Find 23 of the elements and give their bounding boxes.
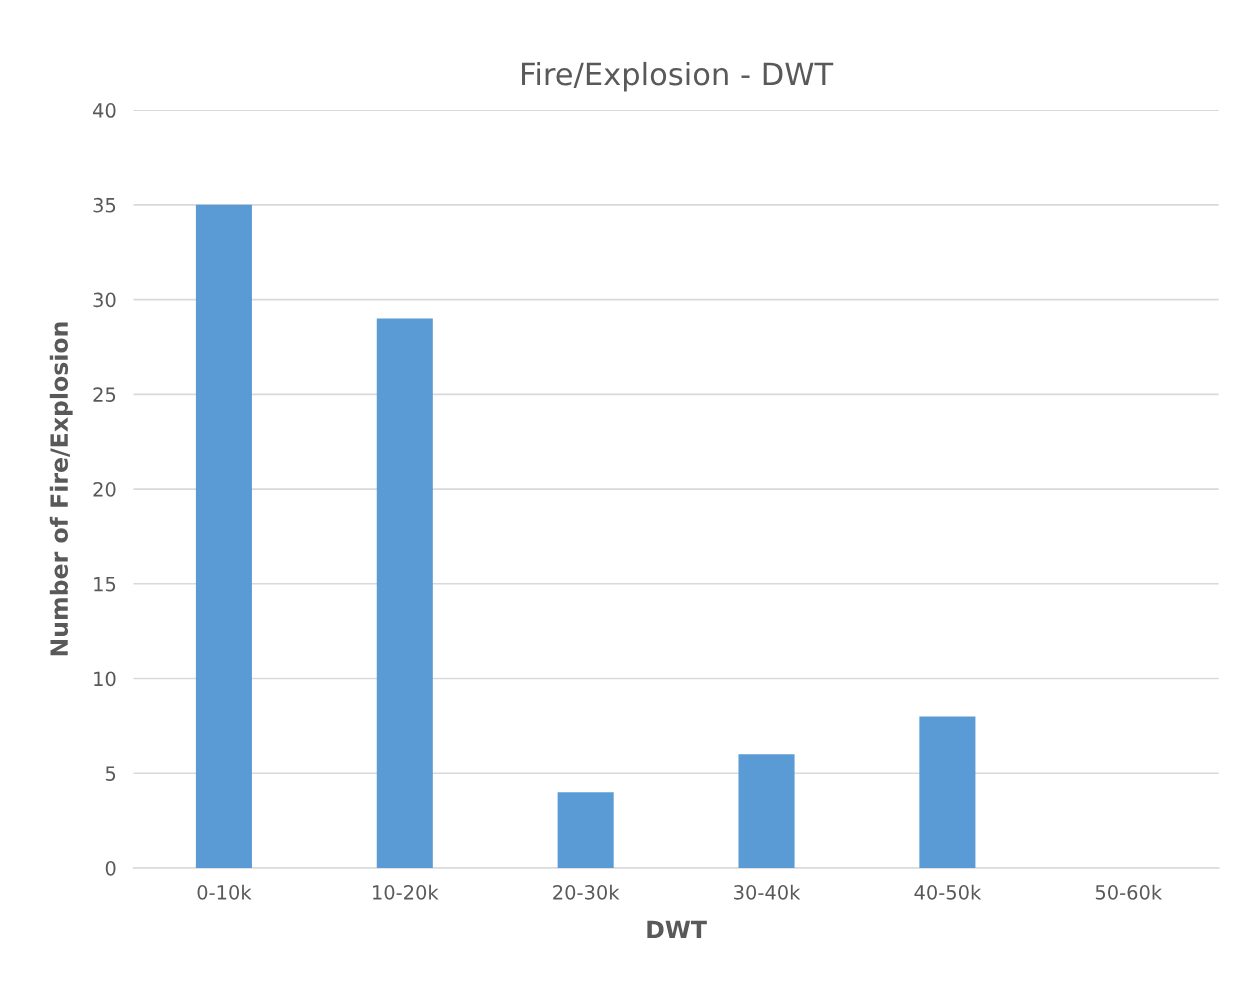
bar [557, 792, 614, 868]
x-tick-label: 10-20k [373, 884, 439, 900]
x-tick-label: 40-50k [914, 884, 982, 900]
y-tick-label: 30 [93, 292, 116, 308]
y-tick-label: 35 [93, 197, 116, 213]
bar [376, 318, 433, 868]
x-tick-label: 0-10k [197, 884, 252, 900]
y-tick-label: 20 [93, 482, 116, 497]
y-tick-label: 10 [94, 671, 116, 687]
y-tick-label: 40 [93, 103, 116, 118]
chart-title: Fire/Explosion - DWT [522, 61, 834, 92]
x-tick-label: 50-60k [1095, 884, 1163, 900]
bar [919, 716, 976, 868]
x-axis-title: DWT [647, 920, 707, 939]
y-tick-label: 0 [105, 860, 116, 876]
bar [738, 754, 795, 868]
y-axis-title: Number of Fire/Explosion [49, 322, 73, 656]
bar [195, 204, 252, 868]
y-tick-label: 5 [105, 766, 116, 781]
y-tick-label: 15 [94, 576, 116, 592]
y-tick-label: 25 [93, 387, 116, 402]
x-tick-label: 20-30k [553, 884, 620, 900]
x-tick-label: 30-40k [734, 884, 801, 900]
